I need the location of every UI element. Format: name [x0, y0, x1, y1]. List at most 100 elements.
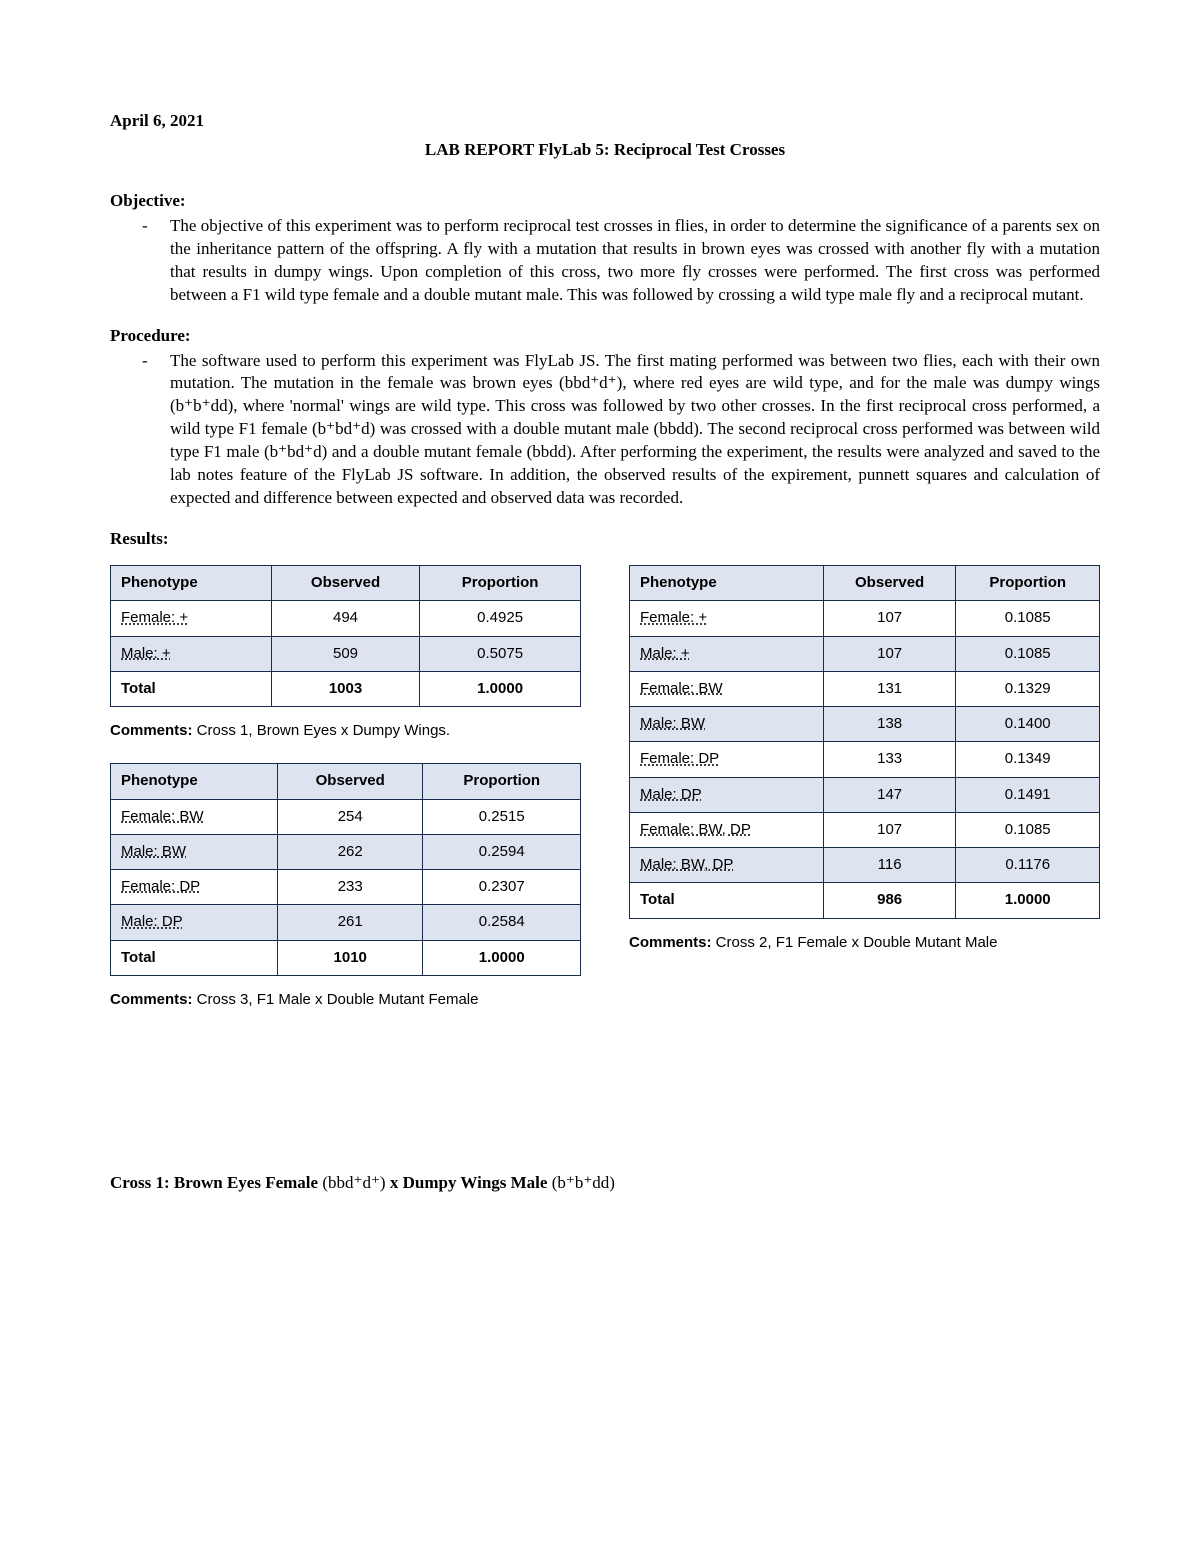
procedure-heading: Procedure:	[110, 325, 1100, 348]
proportion-cell: 0.2584	[423, 905, 581, 940]
comments-text: Cross 1, Brown Eyes x Dumpy Wings.	[193, 722, 451, 739]
observed-cell: 233	[277, 870, 423, 905]
observed-cell: 138	[823, 707, 956, 742]
observed-cell: 116	[823, 848, 956, 883]
phenotype-cell: Female: +	[121, 609, 188, 626]
total-observed: 986	[823, 883, 956, 918]
phenotype-cell: Female: BW, DP	[640, 821, 751, 838]
total-label: Total	[630, 883, 824, 918]
proportion-cell: 0.1085	[956, 812, 1100, 847]
table-row: Female: + 4940.4925	[111, 601, 581, 636]
col-phenotype: Phenotype	[111, 566, 272, 601]
phenotype-cell: Female: DP	[640, 750, 719, 767]
table-row: Male: BW 1380.1400	[630, 707, 1100, 742]
proportion-cell: 0.1176	[956, 848, 1100, 883]
observed-cell: 107	[823, 601, 956, 636]
total-proportion: 1.0000	[420, 671, 581, 706]
col-phenotype: Phenotype	[630, 566, 824, 601]
table-row: Male: + 1070.1085	[630, 636, 1100, 671]
table-row: Male: DP 2610.2584	[111, 905, 581, 940]
objective-text: The objective of this experiment was to …	[170, 215, 1100, 307]
table-cross3: Phenotype Observed Proportion Female: BW…	[110, 763, 581, 976]
table-row: Female: BW, DP 1070.1085	[630, 812, 1100, 847]
phenotype-cell: Male: BW	[640, 715, 705, 732]
observed-cell: 254	[277, 799, 423, 834]
proportion-cell: 0.1400	[956, 707, 1100, 742]
cross1-prefix: Cross 1: Brown Eyes Female	[110, 1173, 322, 1192]
objective-bullet: - The objective of this experiment was t…	[142, 215, 1100, 307]
cross1-mid: x Dumpy Wings Male	[386, 1173, 552, 1192]
table1-body: Female: +4940.4925Male: +5090.5075Total1…	[111, 601, 581, 707]
results-heading: Results:	[110, 528, 1100, 551]
comments-label: Comments:	[110, 991, 193, 1008]
total-label: Total	[111, 671, 272, 706]
observed-cell: 262	[277, 834, 423, 869]
comments-label: Comments:	[110, 722, 193, 739]
phenotype-cell: Female: BW	[640, 680, 723, 697]
comments-text: Cross 3, F1 Male x Double Mutant Female	[193, 991, 479, 1008]
table1-comments: Comments: Cross 1, Brown Eyes x Dumpy Wi…	[110, 721, 581, 741]
observed-cell: 107	[823, 636, 956, 671]
total-proportion: 1.0000	[423, 940, 581, 975]
table-total-row: Total10031.0000	[111, 671, 581, 706]
total-observed: 1010	[277, 940, 423, 975]
observed-cell: 131	[823, 671, 956, 706]
phenotype-cell: Female: DP	[121, 878, 200, 895]
table-row: Female: DP 2330.2307	[111, 870, 581, 905]
col-observed: Observed	[277, 764, 423, 799]
proportion-cell: 0.2307	[423, 870, 581, 905]
document-date: April 6, 2021	[110, 110, 1100, 133]
phenotype-cell: Male: +	[640, 645, 690, 662]
objective-heading: Objective:	[110, 190, 1100, 213]
proportion-cell: 0.4925	[420, 601, 581, 636]
col-proportion: Proportion	[420, 566, 581, 601]
table-row: Female: DP1330.1349	[630, 742, 1100, 777]
table-total-row: Total9861.0000	[630, 883, 1100, 918]
total-observed: 1003	[271, 671, 419, 706]
phenotype-cell: Male: DP	[121, 913, 183, 930]
table2-body: Female: +1070.1085Male: +1070.1085Female…	[630, 601, 1100, 918]
document-page: April 6, 2021 LAB REPORT FlyLab 5: Recip…	[0, 0, 1200, 1553]
table3-body: Female: BW2540.2515Male: BW2620.2594Fema…	[111, 799, 581, 975]
observed-cell: 494	[271, 601, 419, 636]
proportion-cell: 0.1329	[956, 671, 1100, 706]
observed-cell: 107	[823, 812, 956, 847]
cross1-line: Cross 1: Brown Eyes Female (bbd⁺d⁺) x Du…	[110, 1172, 1100, 1195]
col-proportion: Proportion	[956, 566, 1100, 601]
results-area: Phenotype Observed Proportion Female: + 4…	[110, 565, 1100, 1032]
cross1-geno2: (b⁺b⁺dd)	[552, 1173, 615, 1192]
table-cross1: Phenotype Observed Proportion Female: + 4…	[110, 565, 581, 707]
table-row: Male: + 5090.5075	[111, 636, 581, 671]
table-cross2: Phenotype Observed Proportion Female: +1…	[629, 565, 1100, 919]
bullet-dash-icon: -	[142, 215, 170, 307]
col-proportion: Proportion	[423, 764, 581, 799]
phenotype-cell: Female: BW	[121, 808, 204, 825]
table-row: Female: BW 1310.1329	[630, 671, 1100, 706]
left-column: Phenotype Observed Proportion Female: + 4…	[110, 565, 581, 1032]
phenotype-cell: Male: +	[121, 645, 171, 662]
comments-text: Cross 2, F1 Female x Double Mutant Male	[712, 934, 998, 951]
total-proportion: 1.0000	[956, 883, 1100, 918]
table-row: Male: BW2620.2594	[111, 834, 581, 869]
observed-cell: 509	[271, 636, 419, 671]
cross1-geno1: (bbd⁺d⁺)	[322, 1173, 385, 1192]
total-label: Total	[111, 940, 278, 975]
table-row: Male: BW, DP1160.1176	[630, 848, 1100, 883]
col-observed: Observed	[271, 566, 419, 601]
comments-label: Comments:	[629, 934, 712, 951]
table3-comments: Comments: Cross 3, F1 Male x Double Muta…	[110, 990, 581, 1010]
table-row: Female: +1070.1085	[630, 601, 1100, 636]
proportion-cell: 0.2515	[423, 799, 581, 834]
observed-cell: 133	[823, 742, 956, 777]
phenotype-cell: Female: +	[640, 609, 707, 626]
procedure-text: The software used to perform this experi…	[170, 350, 1100, 511]
proportion-cell: 0.5075	[420, 636, 581, 671]
table-total-row: Total10101.0000	[111, 940, 581, 975]
proportion-cell: 0.1085	[956, 636, 1100, 671]
proportion-cell: 0.2594	[423, 834, 581, 869]
observed-cell: 261	[277, 905, 423, 940]
phenotype-cell: Male: DP	[640, 786, 702, 803]
document-title: LAB REPORT FlyLab 5: Reciprocal Test Cro…	[110, 139, 1100, 162]
proportion-cell: 0.1491	[956, 777, 1100, 812]
table-row: Male: DP1470.1491	[630, 777, 1100, 812]
